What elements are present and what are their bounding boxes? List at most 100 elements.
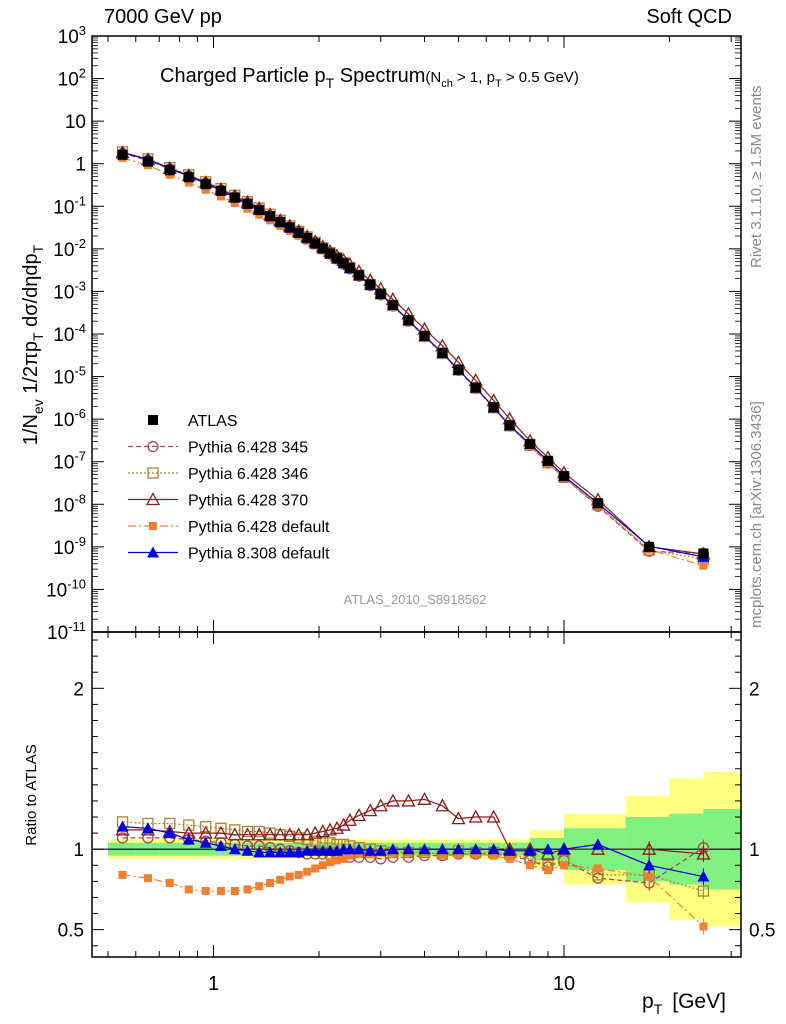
ratio-point [216,887,225,896]
ratio-point [230,887,239,896]
data-point [470,382,481,393]
data-point [338,258,349,269]
legend-label: Pythia 6.428 370 [188,493,308,510]
y-tick-label: 10-6 [53,406,86,431]
ratio-point [524,844,537,856]
ratio-point [591,838,604,850]
ratio-frame [91,631,742,958]
data-point [201,185,210,194]
ratio-point [345,851,354,860]
ratio-point [253,825,265,838]
ratio-point [329,820,345,834]
y-tick-label: 10-9 [53,534,86,559]
ratio-point [468,809,483,823]
y-tick-label: 1 [75,155,86,176]
legend-marker [147,440,159,453]
ratio-point [364,844,377,856]
ratio-point [276,875,285,884]
ratio-point [543,866,552,875]
ratio-point [486,809,501,823]
ratio-point [311,864,320,873]
ratio-y-tick-label-right: 0.5 [749,921,775,942]
ratio-point [385,793,401,807]
ratio-point [262,827,278,841]
data-point [453,364,464,375]
data-point [215,185,226,196]
data-point [184,178,193,187]
data-point [504,420,515,431]
ratio-point [557,843,570,855]
data-point [265,211,276,222]
data-point [644,541,655,552]
ratio-point [116,832,129,844]
data-point [183,172,194,183]
legend-label: Pythia 8.308 default [188,546,330,563]
ratio-point [285,872,294,881]
data-point [699,561,708,570]
legend-marker [145,492,161,506]
ratio-point [436,843,449,855]
ratio-point [282,827,297,841]
data-point [275,216,286,227]
ratio-point [559,861,568,870]
ratio-panel: 1 10 0.5 0.5 1 1 2 2 [58,631,775,995]
data-point [525,439,536,450]
ratio-point [697,885,710,897]
ratio-point [118,870,127,879]
ratio-point [642,841,657,855]
y-tick-label: 10-8 [53,491,86,516]
analysis-tag: ATLAS_2010_S8918562 [344,592,487,607]
ratio-point [141,822,154,834]
ratio-point [184,885,193,894]
legend-label: Pythia 6.428 346 [188,466,308,483]
main-ylabel: 1/Nev 1/2πpT dσ/dηdpT [20,244,46,445]
header-right: Soft QCD [646,6,732,28]
x-tick-label: 10 [553,973,575,995]
ratio-point [332,856,341,865]
legend-marker [149,522,157,530]
ratio-point [201,887,210,896]
main-panel: 10-1110-1010-910-810-710-610-510-410-310… [46,23,742,644]
ratio-point [266,878,275,887]
data-point [230,199,239,208]
data-point [310,238,321,249]
ratio-y-tick-label: 0.5 [58,921,84,942]
ratio-point [435,798,450,812]
data-point [419,330,430,341]
ratio-point [291,827,306,841]
ratio-point [593,864,602,873]
data-point [293,227,304,238]
plot-title: Charged Particle pT Spectrum(Nch > 1, pT… [160,65,579,91]
y-tick-label: 10-11 [47,619,86,644]
ratio-point [214,839,227,851]
y-tick-label: 10-7 [53,449,86,474]
ratio-point [165,878,174,887]
ratio-point [255,882,264,891]
data-point [216,192,225,201]
ratio-ylabel: Ratio to ATLAS [23,744,40,845]
ratio-point [163,827,176,839]
ratio-point [373,798,388,812]
data-point [331,253,342,264]
ratio-point [696,846,711,860]
ratio-point [183,819,195,831]
ratio-point [487,843,500,855]
xlabel: pT [GeV] [642,990,726,1017]
ratio-point [241,825,254,838]
data-point [403,315,414,326]
ratio-point [386,843,399,855]
y-tick-label: 10 [65,112,86,133]
ratio-point [645,872,654,881]
ratio-y-tick-label-right: 2 [749,679,760,700]
ratio-point [274,846,287,858]
y-tick-label: 103 [58,23,86,48]
ratio-point [294,870,303,879]
data-point [344,262,355,273]
legend-marker [147,546,159,558]
data-point [698,548,709,559]
ratio-point [116,820,129,832]
ratio-point [252,827,267,841]
legend-label: Pythia 6.428 default [188,519,330,536]
legend-label: Pythia 6.428 345 [188,440,308,457]
